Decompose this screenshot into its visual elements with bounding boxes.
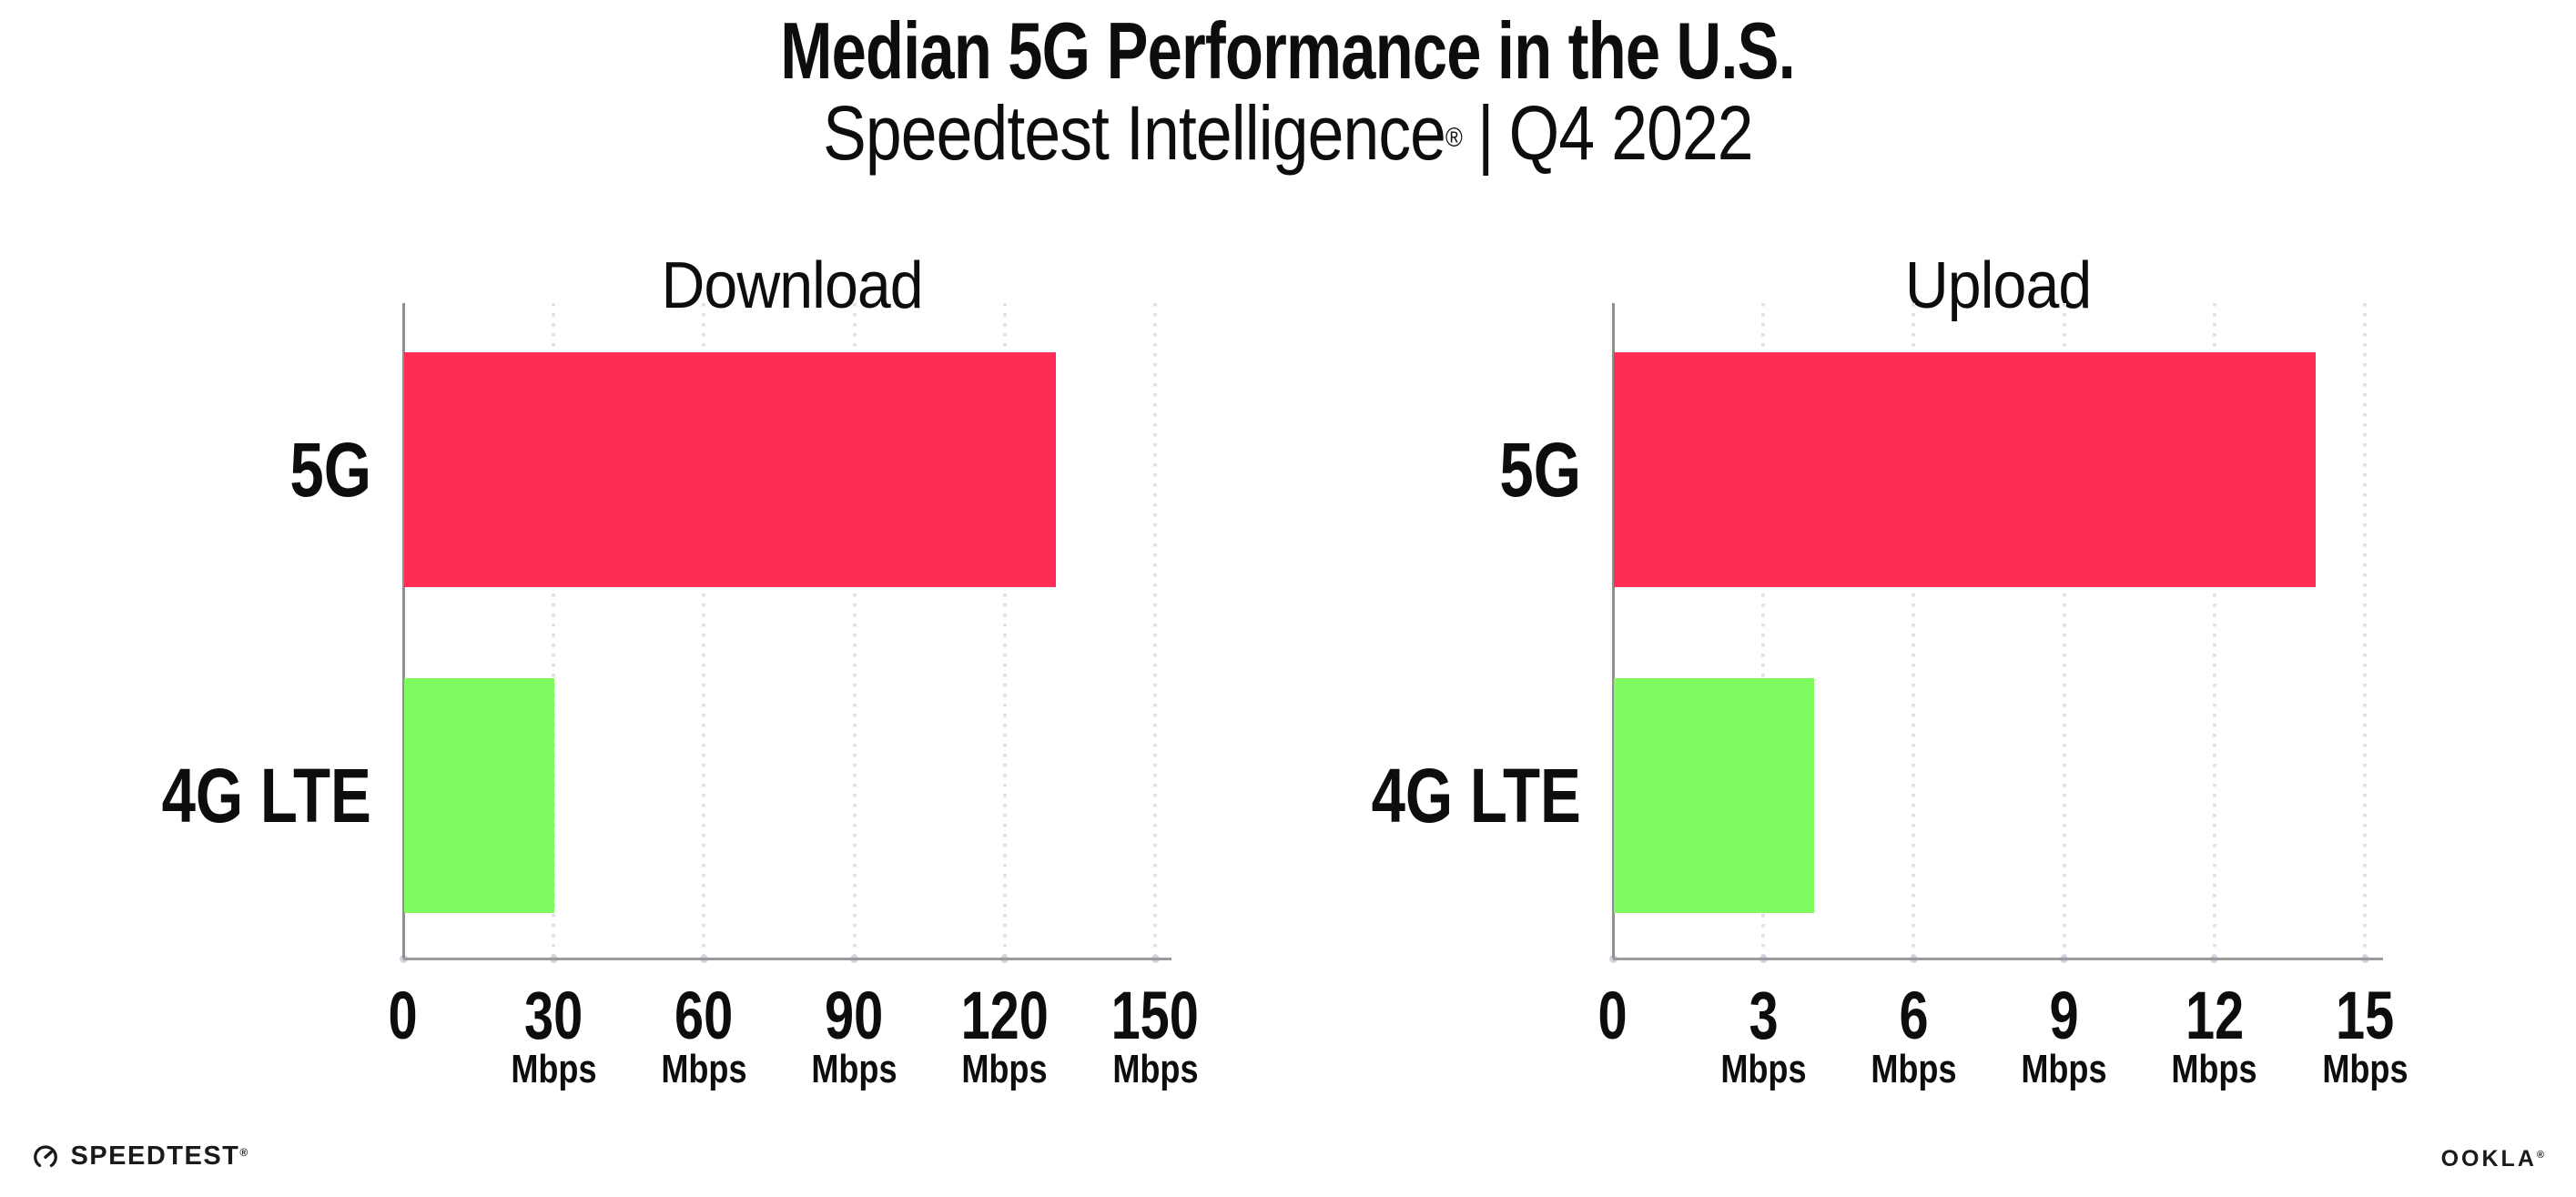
- x-tick-value-download-60: 60: [674, 978, 734, 1053]
- gridline-upload-12: [2212, 303, 2216, 959]
- page-title: Median 5G Performance in the U.S.: [0, 5, 2576, 96]
- ookla-registered-mark: ®: [2536, 1150, 2544, 1161]
- chart-title-upload: Upload: [1588, 248, 2408, 324]
- gridline-upload-15: [2363, 303, 2367, 959]
- x-tick-unit-text-upload-15: Mbps: [2321, 1047, 2409, 1091]
- x-tick-label-upload-9: 9: [1964, 978, 2165, 1054]
- x-tick-unit-text-upload-6: Mbps: [1871, 1047, 1957, 1091]
- x-tick-label-download-90: 90: [755, 978, 955, 1054]
- x-tick-label-download-0: 0: [303, 978, 503, 1054]
- gridline-upload-3: [1761, 303, 1766, 959]
- speedtest-gauge-icon: [32, 1142, 59, 1170]
- x-tick-label-download-120: 120: [905, 978, 1105, 1054]
- speedtest-registered-mark: ®: [239, 1146, 248, 1159]
- category-label-text-4g-lte-upload: 4G LTE: [1371, 753, 1581, 838]
- page-subtitle: Speedtest Intelligence® | Q4 2022: [0, 89, 2576, 177]
- x-tick-unit-text-download-150: Mbps: [1111, 1047, 1199, 1091]
- speedtest-label: SPEEDTEST: [70, 1141, 240, 1171]
- x-tick-label-upload-15: 15: [2265, 978, 2465, 1054]
- subtitle-separator: |: [1477, 90, 1495, 176]
- x-tick-value-download-90: 90: [825, 978, 884, 1053]
- bar-5g-download: [404, 352, 1056, 587]
- x-tick-unit-text-download-60: Mbps: [661, 1047, 747, 1091]
- x-tick-unit-download-60: Mbps: [603, 1047, 804, 1092]
- x-tick-unit-upload-15: Mbps: [2265, 1047, 2465, 1092]
- x-tick-unit-download-90: Mbps: [755, 1047, 955, 1092]
- x-tick-unit-text-download-90: Mbps: [811, 1047, 898, 1091]
- y-axis-line-upload: [1612, 303, 1615, 959]
- gridline-download-90: [852, 303, 857, 959]
- ookla-label: OOKLA: [2440, 1146, 2537, 1172]
- x-tick-unit-upload-6: Mbps: [1813, 1047, 2013, 1092]
- x-tick-value-upload-3: 3: [1749, 978, 1779, 1053]
- x-tick-label-download-150: 150: [1055, 978, 1255, 1054]
- x-tick-value-download-120: 120: [960, 978, 1049, 1053]
- category-label-text-5g-download: 5G: [289, 427, 371, 512]
- category-label-4g-lte-download: 4G LTE: [53, 750, 371, 841]
- page-title-text: Median 5G Performance in the U.S.: [780, 5, 1797, 96]
- x-tick-label-upload-0: 0: [1513, 978, 1713, 1054]
- page-subtitle-text: Speedtest Intelligence® | Q4 2022: [823, 89, 1753, 177]
- x-tick-value-download-0: 0: [388, 978, 419, 1053]
- bar-4g-lte-download: [404, 678, 555, 913]
- registered-trademark-mark: ®: [1445, 123, 1463, 153]
- chart-title-text-upload: Upload: [1904, 249, 2092, 322]
- x-tick-unit-upload-12: Mbps: [2115, 1047, 2315, 1092]
- x-tick-unit-text-upload-3: Mbps: [1720, 1047, 1807, 1091]
- gridline-upload-9: [2062, 303, 2066, 959]
- x-tick-unit-text-download-30: Mbps: [511, 1047, 597, 1091]
- x-tick-label-download-60: 60: [603, 978, 804, 1054]
- x-tick-label-upload-12: 12: [2115, 978, 2315, 1054]
- x-tick-unit-text-upload-12: Mbps: [2171, 1047, 2257, 1091]
- gridline-download-120: [1002, 303, 1007, 959]
- x-tick-unit-text-download-120: Mbps: [961, 1047, 1048, 1091]
- category-label-text-4g-lte-download: 4G LTE: [161, 753, 371, 838]
- gridline-upload-6: [1912, 303, 1916, 959]
- ookla-wordmark: OOKLA®: [2441, 1146, 2544, 1172]
- x-tick-value-upload-15: 15: [2335, 978, 2395, 1053]
- subtitle-brand: Speedtest Intelligence: [823, 90, 1446, 176]
- x-tick-unit-upload-9: Mbps: [1964, 1047, 2165, 1092]
- category-label-4g-lte-upload: 4G LTE: [1263, 750, 1581, 841]
- x-tick-unit-download-120: Mbps: [905, 1047, 1105, 1092]
- x-tick-unit-upload-3: Mbps: [1663, 1047, 1863, 1092]
- y-axis-line-download: [402, 303, 405, 959]
- speedtest-wordmark: SPEEDTEST®: [70, 1142, 248, 1170]
- x-axis-line-download: [403, 958, 1171, 960]
- x-tick-unit-download-30: Mbps: [453, 1047, 654, 1092]
- x-tick-label-download-30: 30: [453, 978, 654, 1054]
- chart-title-download: Download: [382, 248, 1202, 324]
- gridline-download-150: [1153, 303, 1157, 959]
- category-label-5g-download: 5G: [53, 424, 371, 515]
- category-label-text-5g-upload: 5G: [1499, 427, 1581, 512]
- bar-4g-lte-upload: [1614, 678, 1815, 913]
- x-tick-value-upload-12: 12: [2185, 978, 2244, 1053]
- x-tick-unit-download-150: Mbps: [1055, 1047, 1255, 1092]
- x-tick-value-upload-9: 9: [2049, 978, 2079, 1053]
- gridline-download-60: [702, 303, 706, 959]
- x-tick-value-download-30: 30: [524, 978, 583, 1053]
- bar-5g-upload: [1614, 352, 2316, 587]
- speedtest-logo: SPEEDTEST®: [32, 1142, 248, 1170]
- gridline-download-30: [552, 303, 556, 959]
- x-tick-label-upload-3: 3: [1663, 978, 1863, 1054]
- x-tick-value-upload-6: 6: [1899, 978, 1929, 1053]
- category-label-5g-upload: 5G: [1263, 424, 1581, 515]
- x-tick-value-download-150: 150: [1111, 978, 1200, 1053]
- x-tick-value-upload-0: 0: [1597, 978, 1628, 1053]
- x-tick-unit-text-upload-9: Mbps: [2021, 1047, 2107, 1091]
- x-axis-line-upload: [1613, 958, 2383, 960]
- subtitle-period: Q4 2022: [1508, 90, 1754, 176]
- ookla-logo: OOKLA®: [2441, 1147, 2544, 1171]
- x-tick-label-upload-6: 6: [1813, 978, 2013, 1054]
- chart-title-text-download: Download: [661, 249, 923, 322]
